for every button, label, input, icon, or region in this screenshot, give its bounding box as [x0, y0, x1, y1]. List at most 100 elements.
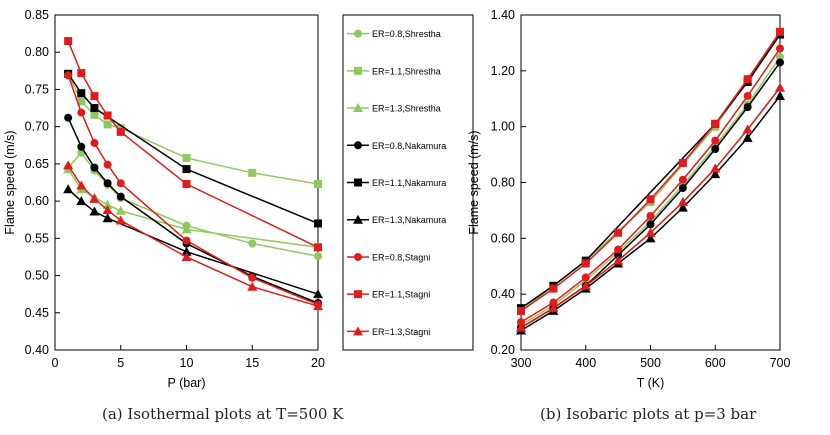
legend-marker	[353, 103, 363, 113]
data-point	[90, 110, 99, 119]
data-point	[103, 179, 112, 188]
data-point	[581, 273, 590, 282]
series-er-1-1-nakamura	[64, 69, 322, 228]
data-point	[646, 195, 655, 204]
y-tick-label: 0.55	[25, 231, 49, 245]
data-point	[776, 44, 784, 53]
data-point	[89, 193, 100, 203]
data-point	[63, 184, 74, 194]
data-point	[102, 205, 113, 215]
data-point	[248, 168, 257, 177]
data-point	[646, 212, 655, 220]
legend-label: ER=1.1,Nakamura	[372, 178, 446, 188]
legend-label: ER=1.1,Shrestha	[372, 66, 441, 76]
data-point	[90, 92, 99, 101]
data-point	[775, 90, 785, 100]
legend-marker	[354, 66, 362, 75]
y-tick-label: 0.80	[491, 176, 515, 190]
data-point	[614, 245, 623, 254]
data-point	[677, 202, 688, 212]
legend-label: ER=1.3,Nakamura	[372, 215, 446, 225]
legend-entry: ER=1.1,Stagni	[347, 290, 430, 300]
series-er-1-3-shrestha	[516, 82, 785, 332]
series-er-1-1-stagni	[517, 27, 784, 315]
data-point	[743, 75, 752, 84]
x-tick-label: 400	[575, 356, 596, 370]
data-point	[743, 103, 752, 112]
legend-entry: ER=1.1,Nakamura	[347, 178, 446, 188]
data-point	[313, 301, 323, 311]
caption-b: (b) Isobaric plots at p=3 bar	[540, 405, 757, 423]
data-point	[776, 58, 784, 67]
data-point	[614, 251, 623, 260]
y-tick-label: 1.00	[491, 120, 515, 134]
chart-a: 0.40 0.45 0.50 0.55 0.60 0.65 0.70 0.75 0.80 0.85…	[3, 8, 474, 390]
x-tick-label: 5	[117, 356, 124, 370]
data-point	[646, 220, 655, 229]
legend-entry: ER=1.3,Shrestha	[347, 103, 441, 114]
data-point	[90, 139, 99, 148]
legend-entry: ER=0.8,Shrestha	[347, 29, 441, 39]
x-tick-label: 300	[511, 356, 532, 370]
data-point	[581, 259, 590, 268]
data-point	[247, 281, 258, 291]
data-point	[64, 71, 73, 80]
data-point	[181, 246, 192, 256]
caption-a: (a) Isothermal plots at T=500 K	[102, 405, 344, 423]
y-tick-label: 0.65	[25, 157, 49, 171]
series-er-1-3-nakamura	[63, 184, 323, 299]
y-tick-label: 0.20	[491, 343, 515, 357]
x-axis-label: T (K)	[637, 376, 665, 390]
legend-label: ER=0.8,Nakamura	[372, 141, 446, 151]
data-point	[116, 179, 125, 188]
y-axis-label: Flame speed (m/s)	[3, 130, 17, 234]
series-line	[520, 62, 781, 329]
data-point	[89, 206, 100, 216]
y-tick-label: 0.45	[25, 306, 49, 320]
data-point	[742, 124, 753, 134]
x-tick-label: 10	[180, 356, 194, 370]
data-point	[64, 113, 73, 122]
legend-marker	[354, 29, 362, 38]
data-point	[181, 251, 192, 261]
data-point	[90, 163, 99, 172]
legend-marker	[354, 141, 362, 150]
data-point	[314, 243, 322, 252]
y-tick-label: 0.50	[25, 269, 49, 283]
x-tick-label: 20	[311, 356, 325, 370]
data-point	[248, 239, 257, 248]
y-axis-label: Flame speed (m/s)	[467, 130, 481, 234]
series-er-1-1-shrestha	[64, 69, 322, 188]
y-tick-label: 0.60	[491, 231, 515, 245]
series-er-1-1-stagni	[64, 37, 322, 252]
data-point	[645, 233, 656, 243]
series-line	[520, 87, 781, 329]
data-point	[115, 205, 126, 215]
series-er-1-3-stagni	[516, 82, 785, 332]
data-point	[678, 175, 687, 184]
series-er-0-8-stagni	[64, 71, 322, 309]
legend-entry: ER=1.3,Nakamura	[347, 214, 446, 225]
series-line	[520, 31, 781, 312]
y-tick-label: 1.20	[491, 64, 515, 78]
data-point	[76, 196, 87, 206]
series-line	[520, 56, 781, 326]
legend-marker	[353, 214, 363, 224]
legend-entry: ER=1.3,Stagni	[347, 326, 430, 337]
series-er-1-1-shrestha	[517, 30, 784, 315]
x-tick-label: 600	[705, 356, 726, 370]
legend-marker	[354, 252, 362, 261]
series-line	[520, 87, 781, 329]
series-line	[520, 34, 781, 312]
data-point	[678, 158, 687, 167]
data-point	[182, 179, 191, 188]
legend-label: ER=1.1,Stagni	[372, 290, 430, 300]
series-line	[67, 40, 319, 248]
data-point	[248, 273, 257, 282]
x-axis-label: P (bar)	[168, 376, 206, 390]
series-er-0-8-stagni	[517, 44, 784, 327]
data-point	[314, 179, 322, 188]
legend-label: ER=0.8,Stagni	[372, 252, 430, 262]
data-point	[614, 228, 623, 237]
data-point	[549, 298, 558, 307]
